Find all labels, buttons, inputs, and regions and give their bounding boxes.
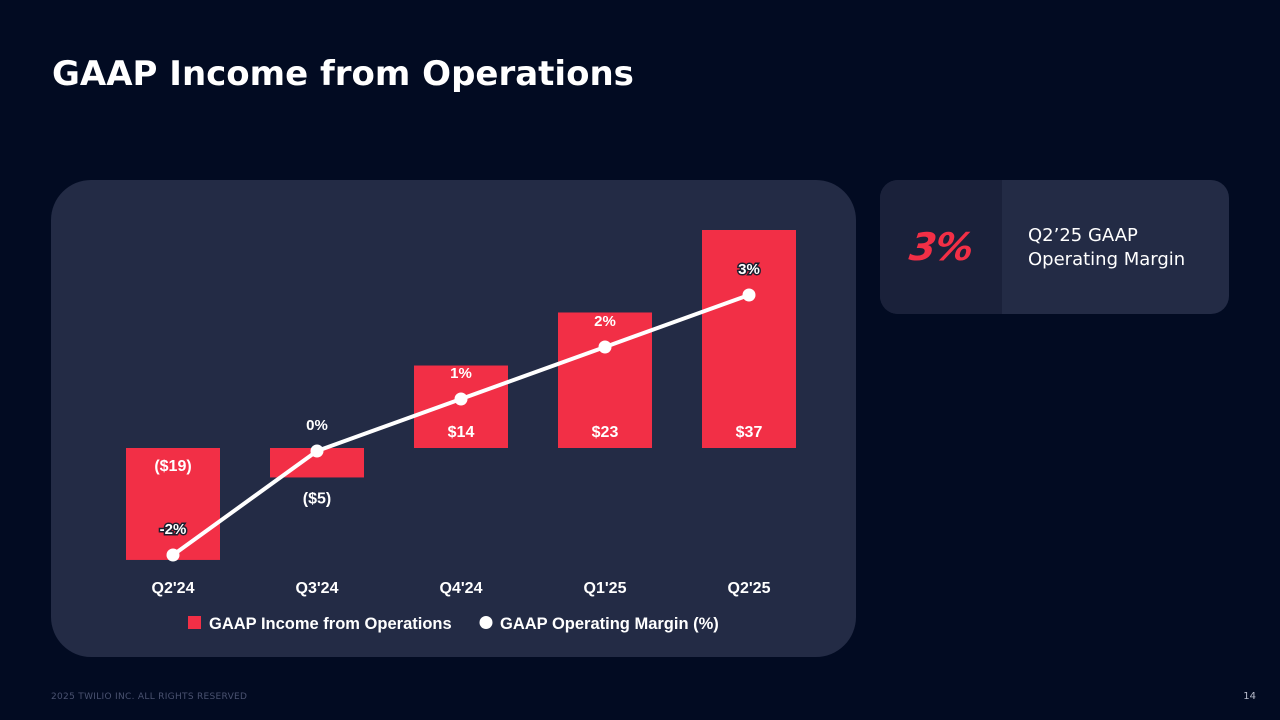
margin-point-4	[742, 288, 756, 302]
bar-value-label-0: ($19)	[154, 458, 191, 475]
page-number: 14	[1243, 691, 1256, 702]
margin-point-0	[166, 548, 180, 562]
legend-bar-label: GAAP Income from Operations	[209, 615, 452, 633]
legend-line-swatch	[479, 616, 493, 629]
category-label-1: Q3'24	[296, 580, 339, 597]
bar-value-label-2: $14	[448, 424, 475, 441]
margin-value-label-0: -2%	[160, 521, 187, 538]
kpi-value: 3%	[906, 225, 976, 269]
slide-title: GAAP Income from Operations	[52, 54, 634, 94]
margin-value-label-3: 2%	[594, 313, 616, 330]
bar-2	[414, 365, 508, 448]
kpi-label: Q2’25 GAAP Operating Margin	[1028, 225, 1186, 270]
margin-value-label-2: 1%	[450, 365, 472, 382]
margin-point-1	[310, 444, 324, 458]
chart-panel: ($19) ($5) $14 $23 $37 -2% 0% 1% 2% 3% Q2'24 Q3'24 Q…	[51, 180, 856, 657]
category-label-3: Q1'25	[584, 580, 627, 597]
kpi-card: 3% Q2’25 GAAP Operating Margin	[880, 180, 1229, 314]
combo-chart: ($19) ($5) $14 $23 $37 -2% 0% 1% 2% 3% Q2'24 Q3'24 Q…	[126, 230, 796, 633]
bar-value-label-3: $23	[592, 424, 619, 441]
bar-value-label-4: $37	[736, 424, 763, 441]
category-label-0: Q2'24	[152, 580, 195, 597]
legend-line-label: GAAP Operating Margin (%)	[500, 615, 719, 633]
bar-value-label-1: ($5)	[303, 490, 331, 507]
category-label-2: Q4'24	[440, 580, 483, 597]
category-label-4: Q2'25	[728, 580, 771, 597]
margin-point-2	[454, 392, 468, 406]
bar-0	[126, 448, 220, 560]
bar-4	[702, 230, 796, 448]
legend-bar-swatch	[188, 616, 201, 629]
margin-value-label-4: 3%	[738, 261, 760, 278]
margin-value-label-1: 0%	[306, 417, 328, 434]
kpi-value-box: 3%	[880, 180, 1002, 314]
footer-copyright: 2025 TWILIO INC. ALL RIGHTS RESERVED	[51, 692, 248, 702]
margin-point-3	[598, 340, 612, 354]
